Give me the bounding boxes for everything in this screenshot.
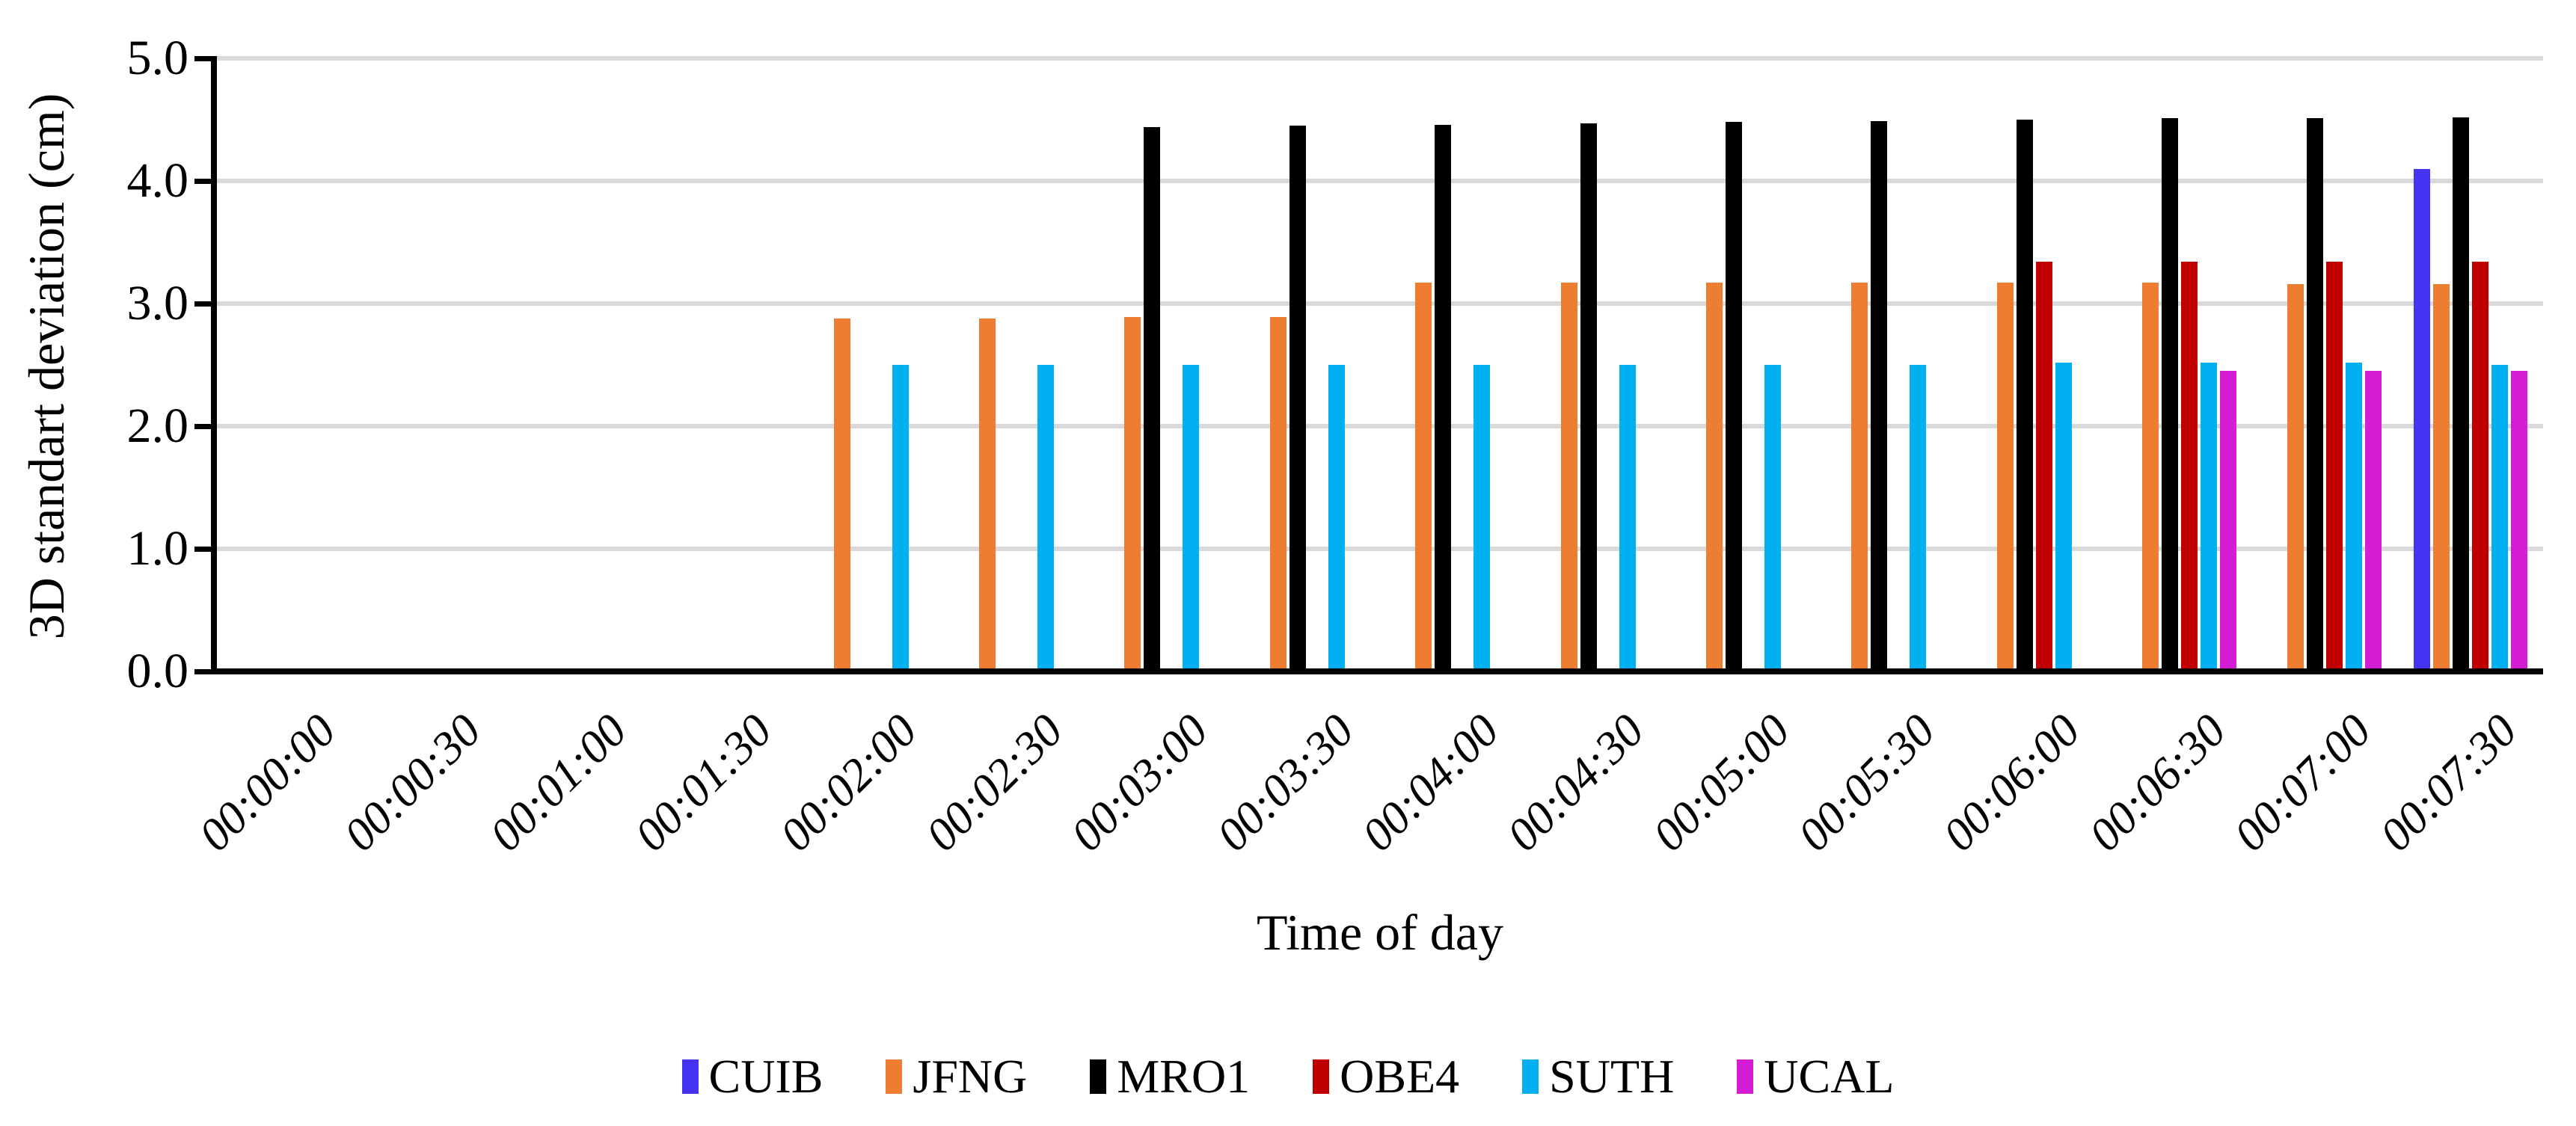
- bar-JFNG-00:02:00: [833, 318, 850, 671]
- bar-MRO1-00:04:30: [1580, 123, 1597, 671]
- x-tick-label: 00:00:30: [334, 704, 491, 861]
- bar-SUTH-00:03:30: [1328, 365, 1345, 671]
- gridline: [217, 179, 2543, 183]
- bar-OBE4-00:06:00: [2035, 262, 2052, 671]
- x-tick-label: 00:04:30: [1497, 704, 1655, 861]
- bar-SUTH-00:04:30: [1619, 365, 1636, 671]
- bar-CUIB-00:07:30: [2413, 168, 2430, 671]
- y-axis-tick: [194, 55, 217, 61]
- legend-item-JFNG: JFNG: [886, 1050, 1027, 1103]
- x-tick-label: 00:06:00: [1933, 704, 2091, 861]
- bar-JFNG-00:04:00: [1415, 283, 1432, 671]
- legend-label: CUIB: [708, 1050, 824, 1103]
- y-axis-title: 3D standart deviation (cm): [18, 93, 75, 640]
- bar-OBE4-00:07:30: [2471, 262, 2488, 671]
- bar-MRO1-00:06:00: [2016, 120, 2033, 671]
- bar-SUTH-00:05:30: [1910, 365, 1927, 671]
- x-tick-label: 00:01:00: [479, 704, 637, 861]
- x-tick-label: 00:05:30: [1788, 704, 1945, 861]
- bar-JFNG-00:03:00: [1124, 317, 1141, 671]
- bar-SUTH-00:02:00: [892, 365, 909, 671]
- bar-JFNG-00:05:00: [1705, 283, 1723, 671]
- y-tick-label: 2.0: [126, 399, 189, 453]
- bar-UCAL-00:06:30: [2220, 371, 2237, 671]
- legend-item-UCAL: UCAL: [1737, 1050, 1895, 1103]
- bar-JFNG-00:07:30: [2432, 283, 2450, 671]
- x-tick-label: 00:06:30: [2079, 704, 2236, 861]
- y-axis-tick: [194, 301, 217, 307]
- bar-OBE4-00:06:30: [2181, 262, 2198, 671]
- legend-swatch-JFNG: [886, 1059, 903, 1094]
- bar-SUTH-00:05:00: [1764, 365, 1781, 671]
- bar-JFNG-00:05:30: [1851, 283, 1868, 671]
- x-axis-line: [211, 668, 2543, 674]
- y-tick-label: 4.0: [126, 153, 189, 208]
- bar-OBE4-00:07:00: [2326, 262, 2343, 671]
- x-tick-label: 00:03:00: [1061, 704, 1218, 861]
- y-tick-label: 0.0: [126, 644, 189, 698]
- bar-UCAL-00:07:30: [2510, 371, 2527, 671]
- x-tick-label: 00:00:00: [189, 704, 346, 861]
- x-tick-label: 00:05:00: [1643, 704, 1800, 861]
- gridline: [217, 56, 2543, 61]
- bar-JFNG-00:07:00: [2287, 283, 2304, 671]
- bar-MRO1-00:05:00: [1725, 122, 1742, 671]
- x-axis-title: Time of day: [1257, 904, 1503, 961]
- legend-label: JFNG: [913, 1050, 1028, 1103]
- bar-SUTH-00:07:00: [2346, 362, 2363, 671]
- y-tick-label: 1.0: [126, 521, 189, 576]
- x-tick-label: 00:04:00: [1352, 704, 1509, 861]
- bar-SUTH-00:02:30: [1037, 365, 1055, 671]
- bar-JFNG-00:06:00: [1996, 283, 2014, 671]
- x-tick-label: 00:02:00: [770, 704, 927, 861]
- bar-JFNG-00:02:30: [979, 318, 996, 671]
- legend-label: OBE4: [1340, 1050, 1460, 1103]
- x-tick-label: 00:07:30: [2370, 704, 2527, 861]
- legend-swatch-SUTH: [1522, 1059, 1539, 1094]
- bar-MRO1-00:03:30: [1289, 126, 1306, 671]
- legend-label: MRO1: [1117, 1050, 1251, 1103]
- legend-swatch-OBE4: [1313, 1059, 1330, 1094]
- legend-item-MRO1: MRO1: [1090, 1050, 1250, 1103]
- legend: CUIB JFNG MRO1 OBE4 SUTH UCAL: [0, 1048, 2576, 1105]
- bar-SUTH-00:04:00: [1473, 365, 1491, 671]
- bar-JFNG-00:06:30: [2142, 283, 2159, 671]
- x-tick-label: 00:02:30: [916, 704, 1073, 861]
- bar-SUTH-00:07:30: [2491, 365, 2508, 671]
- legend-item-SUTH: SUTH: [1522, 1050, 1674, 1103]
- bar-MRO1-00:05:30: [1871, 120, 1888, 671]
- y-axis-tick: [194, 546, 217, 552]
- bar-SUTH-00:03:00: [1183, 365, 1200, 671]
- legend-label: UCAL: [1764, 1050, 1895, 1103]
- y-axis-line: [211, 56, 217, 674]
- x-tick-label: 00:03:30: [1206, 704, 1364, 861]
- x-tick-label: 00:07:00: [2224, 704, 2382, 861]
- y-tick-label: 5.0: [126, 31, 189, 85]
- bar-MRO1-00:04:00: [1435, 124, 1452, 671]
- x-tick-label: 00:01:30: [625, 704, 782, 861]
- bar-UCAL-00:07:00: [2365, 371, 2382, 671]
- bar-MRO1-00:07:00: [2307, 118, 2324, 671]
- legend-item-CUIB: CUIB: [681, 1050, 824, 1103]
- y-tick-label: 3.0: [126, 276, 189, 330]
- bar-SUTH-00:06:30: [2201, 362, 2218, 671]
- bar-MRO1-00:03:00: [1144, 126, 1161, 671]
- legend-swatch-UCAL: [1737, 1059, 1754, 1094]
- gridline: [217, 301, 2543, 306]
- bar-JFNG-00:03:30: [1269, 317, 1287, 671]
- y-axis-tick: [194, 178, 217, 184]
- y-axis-tick: [194, 423, 217, 429]
- legend-item-OBE4: OBE4: [1313, 1050, 1459, 1103]
- bar-MRO1-00:07:30: [2452, 117, 2469, 671]
- legend-swatch-CUIB: [681, 1059, 699, 1094]
- bar-JFNG-00:04:30: [1560, 283, 1577, 671]
- y-axis-tick: [194, 668, 217, 674]
- legend-label: SUTH: [1549, 1050, 1675, 1103]
- gridline: [217, 547, 2543, 551]
- bar-MRO1-00:06:30: [2162, 118, 2179, 671]
- legend-swatch-MRO1: [1090, 1059, 1107, 1094]
- bar-SUTH-00:06:00: [2055, 362, 2072, 671]
- gridline: [217, 424, 2543, 428]
